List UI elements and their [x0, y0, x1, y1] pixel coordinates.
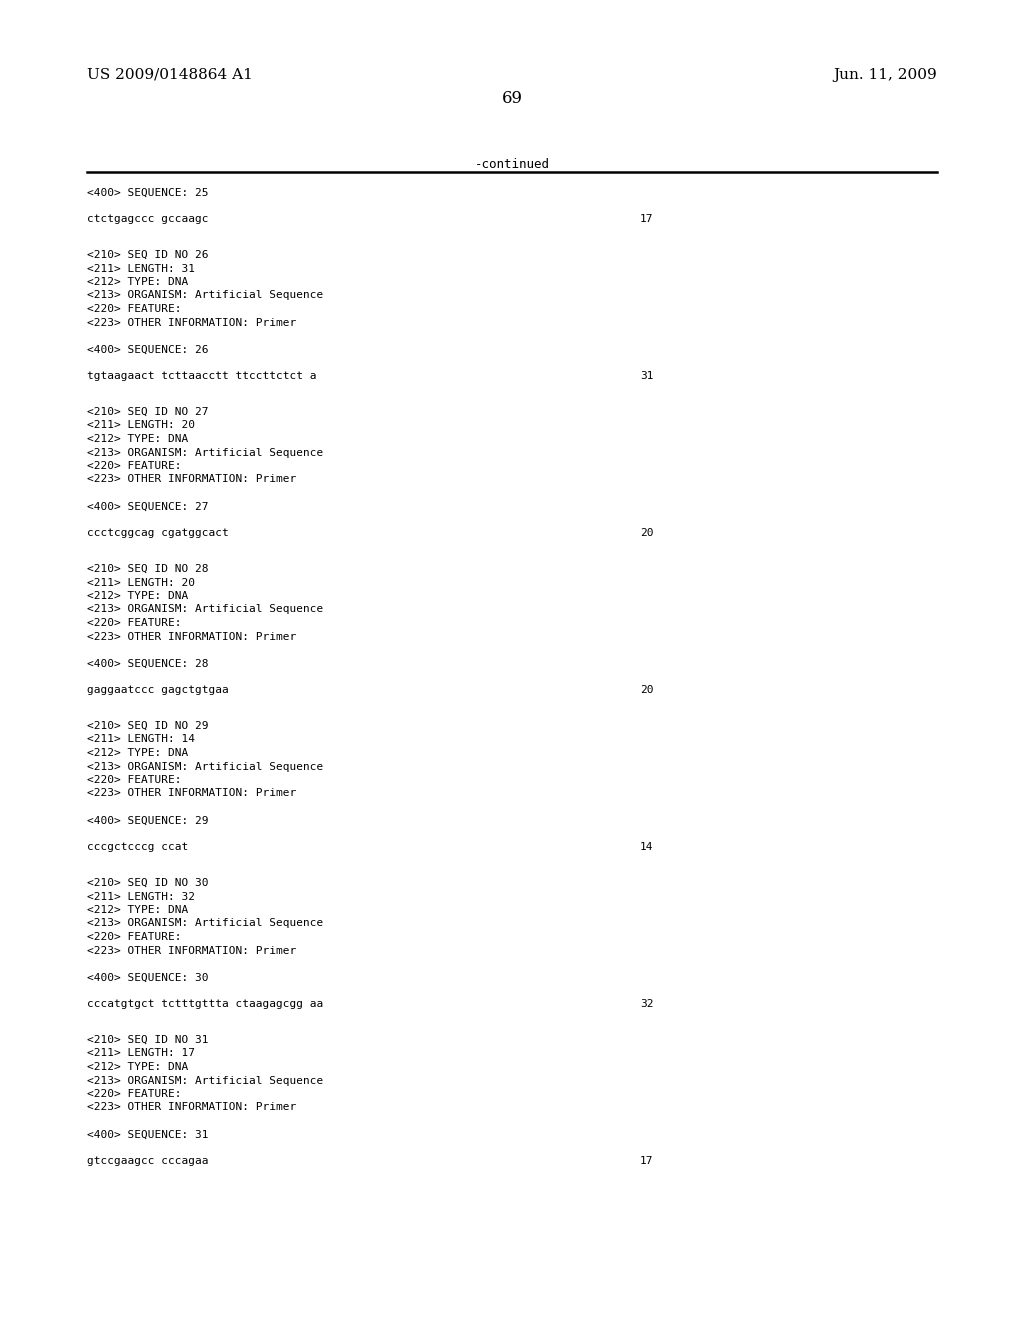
Text: 17: 17 — [640, 1156, 653, 1166]
Text: <212> TYPE: DNA: <212> TYPE: DNA — [87, 277, 188, 286]
Text: <212> TYPE: DNA: <212> TYPE: DNA — [87, 591, 188, 601]
Text: <213> ORGANISM: Artificial Sequence: <213> ORGANISM: Artificial Sequence — [87, 447, 324, 458]
Text: <212> TYPE: DNA: <212> TYPE: DNA — [87, 906, 188, 915]
Text: cccgctcccg ccat: cccgctcccg ccat — [87, 842, 188, 851]
Text: <220> FEATURE:: <220> FEATURE: — [87, 775, 181, 785]
Text: <400> SEQUENCE: 27: <400> SEQUENCE: 27 — [87, 502, 209, 512]
Text: 14: 14 — [640, 842, 653, 851]
Text: 32: 32 — [640, 999, 653, 1008]
Text: <212> TYPE: DNA: <212> TYPE: DNA — [87, 1063, 188, 1072]
Text: US 2009/0148864 A1: US 2009/0148864 A1 — [87, 69, 253, 82]
Text: <220> FEATURE:: <220> FEATURE: — [87, 461, 181, 471]
Text: <210> SEQ ID NO 26: <210> SEQ ID NO 26 — [87, 249, 209, 260]
Text: 17: 17 — [640, 214, 653, 224]
Text: <400> SEQUENCE: 28: <400> SEQUENCE: 28 — [87, 659, 209, 669]
Text: <213> ORGANISM: Artificial Sequence: <213> ORGANISM: Artificial Sequence — [87, 762, 324, 771]
Text: <400> SEQUENCE: 30: <400> SEQUENCE: 30 — [87, 973, 209, 983]
Text: <212> TYPE: DNA: <212> TYPE: DNA — [87, 434, 188, 444]
Text: <223> OTHER INFORMATION: Primer: <223> OTHER INFORMATION: Primer — [87, 1102, 296, 1113]
Text: gtccgaagcc cccagaa: gtccgaagcc cccagaa — [87, 1156, 209, 1166]
Text: -continued: -continued — [474, 158, 550, 172]
Text: ctctgagccc gccaagc: ctctgagccc gccaagc — [87, 214, 209, 224]
Text: 69: 69 — [502, 90, 522, 107]
Text: <210> SEQ ID NO 30: <210> SEQ ID NO 30 — [87, 878, 209, 888]
Text: <223> OTHER INFORMATION: Primer: <223> OTHER INFORMATION: Primer — [87, 318, 296, 327]
Text: <212> TYPE: DNA: <212> TYPE: DNA — [87, 748, 188, 758]
Text: <400> SEQUENCE: 31: <400> SEQUENCE: 31 — [87, 1130, 209, 1140]
Text: <220> FEATURE:: <220> FEATURE: — [87, 304, 181, 314]
Text: <213> ORGANISM: Artificial Sequence: <213> ORGANISM: Artificial Sequence — [87, 605, 324, 615]
Text: <220> FEATURE:: <220> FEATURE: — [87, 1089, 181, 1100]
Text: <211> LENGTH: 17: <211> LENGTH: 17 — [87, 1048, 195, 1059]
Text: tgtaagaact tcttaacctt ttccttctct a: tgtaagaact tcttaacctt ttccttctct a — [87, 371, 316, 381]
Text: <400> SEQUENCE: 25: <400> SEQUENCE: 25 — [87, 187, 209, 198]
Text: <211> LENGTH: 32: <211> LENGTH: 32 — [87, 891, 195, 902]
Text: <210> SEQ ID NO 31: <210> SEQ ID NO 31 — [87, 1035, 209, 1045]
Text: 20: 20 — [640, 685, 653, 696]
Text: cccatgtgct tctttgttta ctaagagcgg aa: cccatgtgct tctttgttta ctaagagcgg aa — [87, 999, 324, 1008]
Text: <400> SEQUENCE: 26: <400> SEQUENCE: 26 — [87, 345, 209, 355]
Text: <213> ORGANISM: Artificial Sequence: <213> ORGANISM: Artificial Sequence — [87, 1076, 324, 1085]
Text: <220> FEATURE:: <220> FEATURE: — [87, 932, 181, 942]
Text: <400> SEQUENCE: 29: <400> SEQUENCE: 29 — [87, 816, 209, 826]
Text: 20: 20 — [640, 528, 653, 539]
Text: 31: 31 — [640, 371, 653, 381]
Text: <223> OTHER INFORMATION: Primer: <223> OTHER INFORMATION: Primer — [87, 788, 296, 799]
Text: <210> SEQ ID NO 27: <210> SEQ ID NO 27 — [87, 407, 209, 417]
Text: <211> LENGTH: 14: <211> LENGTH: 14 — [87, 734, 195, 744]
Text: ccctcggcag cgatggcact: ccctcggcag cgatggcact — [87, 528, 228, 539]
Text: gaggaatccc gagctgtgaa: gaggaatccc gagctgtgaa — [87, 685, 228, 696]
Text: <220> FEATURE:: <220> FEATURE: — [87, 618, 181, 628]
Text: <211> LENGTH: 20: <211> LENGTH: 20 — [87, 421, 195, 430]
Text: <213> ORGANISM: Artificial Sequence: <213> ORGANISM: Artificial Sequence — [87, 919, 324, 928]
Text: <211> LENGTH: 31: <211> LENGTH: 31 — [87, 264, 195, 273]
Text: <210> SEQ ID NO 28: <210> SEQ ID NO 28 — [87, 564, 209, 574]
Text: Jun. 11, 2009: Jun. 11, 2009 — [834, 69, 937, 82]
Text: <211> LENGTH: 20: <211> LENGTH: 20 — [87, 578, 195, 587]
Text: <210> SEQ ID NO 29: <210> SEQ ID NO 29 — [87, 721, 209, 731]
Text: <223> OTHER INFORMATION: Primer: <223> OTHER INFORMATION: Primer — [87, 631, 296, 642]
Text: <213> ORGANISM: Artificial Sequence: <213> ORGANISM: Artificial Sequence — [87, 290, 324, 301]
Text: <223> OTHER INFORMATION: Primer: <223> OTHER INFORMATION: Primer — [87, 474, 296, 484]
Text: <223> OTHER INFORMATION: Primer: <223> OTHER INFORMATION: Primer — [87, 945, 296, 956]
